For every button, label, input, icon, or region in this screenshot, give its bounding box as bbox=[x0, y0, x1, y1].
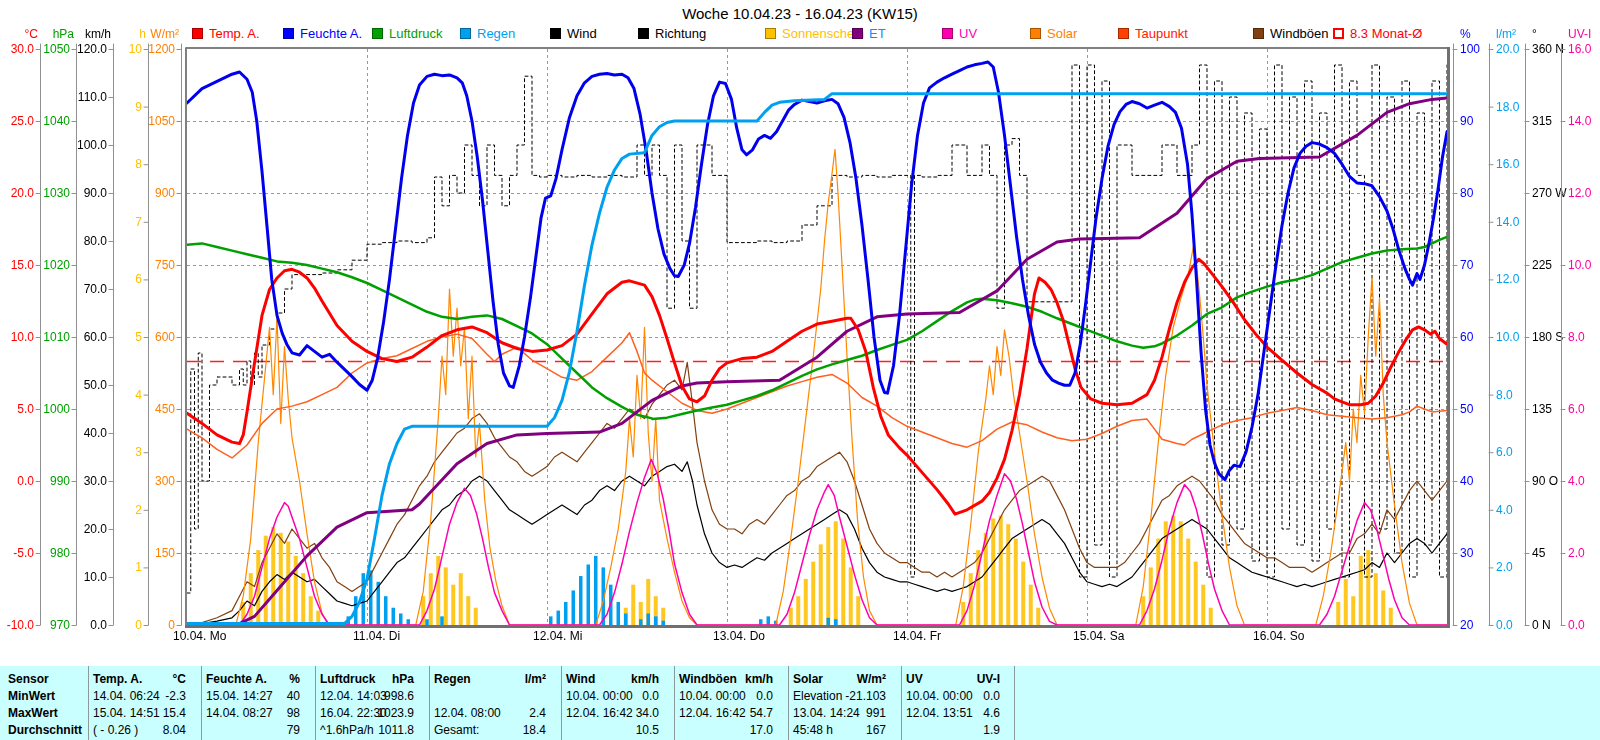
table-separator bbox=[315, 666, 316, 740]
x-axis-day-label: 14.04. Fr bbox=[893, 629, 941, 643]
table-separator bbox=[429, 666, 430, 740]
x-axis-day-label: 16.04. So bbox=[1253, 629, 1304, 643]
table-cell: 17.0 bbox=[679, 723, 773, 737]
table-cell: 34.0 bbox=[566, 706, 659, 720]
table-cell: l/m² bbox=[434, 672, 546, 686]
table-cell: MinWert bbox=[8, 689, 55, 703]
table-cell: 98 bbox=[206, 706, 300, 720]
x-axis-day-label: 10.04. Mo bbox=[173, 629, 226, 643]
table-cell: % bbox=[206, 672, 300, 686]
table-cell: 1.9 bbox=[906, 723, 1000, 737]
x-axis-day-label: 13.04. Do bbox=[713, 629, 765, 643]
table-cell: 40 bbox=[206, 689, 300, 703]
table-cell: °C bbox=[93, 672, 186, 686]
table-cell: 8.04 bbox=[93, 723, 186, 737]
table-cell: -21.103 bbox=[793, 689, 886, 703]
table-separator bbox=[201, 666, 202, 740]
table-cell: 0.0 bbox=[566, 689, 659, 703]
x-axis-day-label: 15.04. Sa bbox=[1073, 629, 1124, 643]
table-cell: 10.5 bbox=[566, 723, 659, 737]
table-cell: Durchschnitt bbox=[8, 723, 82, 737]
table-cell: 0.0 bbox=[679, 689, 773, 703]
table-cell: W/m² bbox=[793, 672, 886, 686]
table-cell: 1011.8 bbox=[320, 723, 414, 737]
table-separator bbox=[674, 666, 675, 740]
table-separator bbox=[901, 666, 902, 740]
table-cell: 79 bbox=[206, 723, 300, 737]
table-cell: 0.0 bbox=[906, 689, 1000, 703]
table-cell: 1023.9 bbox=[320, 706, 414, 720]
stats-table: SensorMinWertMaxWertDurchschnittTemp. A.… bbox=[0, 666, 1600, 740]
table-separator bbox=[88, 666, 89, 740]
table-cell: 991 bbox=[793, 706, 886, 720]
table-separator bbox=[561, 666, 562, 740]
x-axis-day-label: 11.04. Di bbox=[353, 629, 400, 643]
table-cell: km/h bbox=[679, 672, 773, 686]
table-cell: 998.6 bbox=[320, 689, 414, 703]
table-cell: UV-I bbox=[906, 672, 1000, 686]
x-axis-day-label: 12.04. Mi bbox=[533, 629, 582, 643]
table-cell: 18.4 bbox=[434, 723, 546, 737]
table-cell: 167 bbox=[793, 723, 886, 737]
table-cell: Sensor bbox=[8, 672, 49, 686]
table-cell: hPa bbox=[320, 672, 414, 686]
table-cell: 4.6 bbox=[906, 706, 1000, 720]
weather-chart-canvas bbox=[0, 0, 1600, 660]
table-separator bbox=[788, 666, 789, 740]
table-cell: 54.7 bbox=[679, 706, 773, 720]
table-cell: 15.4 bbox=[93, 706, 186, 720]
table-cell: km/h bbox=[566, 672, 659, 686]
table-cell: 2.4 bbox=[434, 706, 546, 720]
table-separator bbox=[1014, 666, 1015, 740]
table-cell: MaxWert bbox=[8, 706, 58, 720]
table-cell: -2.3 bbox=[93, 689, 186, 703]
